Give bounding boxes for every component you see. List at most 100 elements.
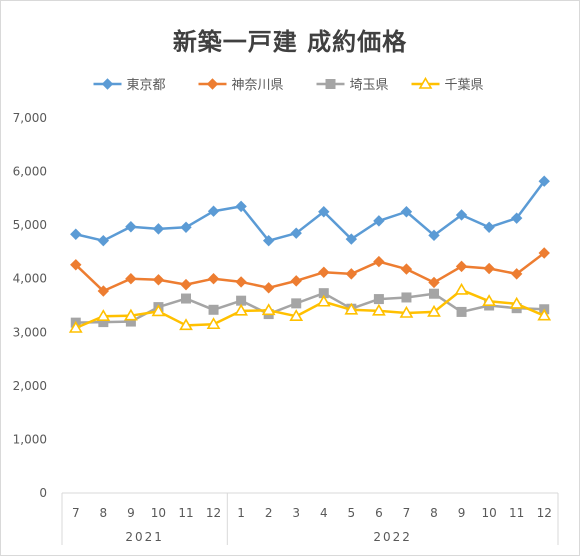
x-tick-label: 12 [537,506,552,520]
x-tick-label: 7 [403,506,411,520]
data-point [373,215,385,227]
data-point [179,318,193,331]
data-point [318,206,330,218]
data-point [538,247,550,259]
y-tick-label: 7,000 [13,111,47,125]
data-point [537,308,552,321]
legend-marker [418,76,433,89]
data-point [206,317,221,330]
data-point [428,276,440,289]
y-axis: 0 1,000 2,000 3,000 4,000 5,000 6,000 7,000 [13,111,47,500]
data-point [181,293,191,304]
y-tick-label: 5,000 [13,218,47,232]
x-tick-label: 3 [292,506,300,520]
y-tick-label: 3,000 [13,325,47,339]
data-point [152,223,165,235]
data-point [152,274,165,286]
data-point [344,302,359,315]
data-point [483,221,495,233]
x-tick-label: 5 [348,506,356,520]
legend-label: 神奈川県 [232,78,284,93]
y-tick-label: 4,000 [13,272,47,286]
x-tick-label: 4 [320,506,328,520]
x-tick-label: 10 [151,506,166,520]
x-tick-label: 6 [375,506,383,520]
y-tick-label: 1,000 [13,432,47,446]
data-point [235,200,247,213]
data-point [97,285,110,297]
data-point [235,276,247,288]
data-point [125,221,137,233]
legend-marker [325,79,336,89]
data-point [234,303,248,316]
data-point [483,262,495,275]
series-line [74,252,545,293]
data-point [345,268,358,280]
series-group [68,175,552,333]
legend-label: 千葉県 [445,78,484,93]
data-point [373,294,384,305]
x-tick-label: 7 [72,506,80,520]
chart-title: 新築一戸建 成約価格 [172,28,408,56]
data-point [208,304,219,315]
data-point [68,320,83,333]
data-point [124,308,138,321]
data-point [262,234,275,247]
data-point [290,227,302,239]
data-point [70,228,82,240]
data-point [345,233,358,245]
series [68,282,552,333]
data-point [316,294,331,307]
data-point [372,303,386,316]
series [70,247,550,297]
x-tick-label: 8 [430,506,438,520]
data-point [456,306,467,317]
data-point [455,260,468,273]
x-group-label: 2021 [125,530,164,544]
data-point [509,296,524,309]
data-point [454,282,469,295]
data-point [262,282,275,294]
y-tick-label: 6,000 [13,165,47,179]
x-tick-label: 12 [206,506,221,520]
data-point [401,292,412,303]
data-point [290,275,302,287]
x-tick-label: 9 [458,506,466,520]
data-point [261,303,276,316]
data-point [427,304,441,317]
x-tick-label: 10 [481,506,496,520]
data-point [180,278,192,291]
x-tick-label: 8 [100,506,108,520]
data-point [125,273,137,285]
data-point [400,263,413,275]
x-tick-label: 11 [509,506,524,520]
series [70,175,550,247]
legend-item: 東京都 [93,77,166,93]
data-point [70,259,82,271]
legend-label: 東京都 [127,77,166,93]
data-point [180,221,192,233]
legend-label: 埼玉県 [350,78,389,93]
data-point [318,266,330,278]
legend-marker [101,78,114,90]
data-point [207,205,220,217]
data-point [97,234,110,247]
data-point [96,309,111,322]
data-point [510,268,523,280]
y-tick-label: 0 [39,486,47,500]
x-tick-label: 9 [127,506,135,520]
legend-item: 埼玉県 [316,78,389,93]
data-point [400,206,413,218]
data-point [291,298,302,309]
data-point [373,255,385,268]
x-tick-label: 1 [237,506,245,520]
legend: 東京都 神奈川県 埼玉県 千葉県 [93,76,484,93]
data-point [482,294,496,307]
legend-item: 神奈川県 [198,78,284,93]
x-tick-label: 11 [178,506,193,520]
data-point [455,209,468,221]
data-point [538,175,550,187]
